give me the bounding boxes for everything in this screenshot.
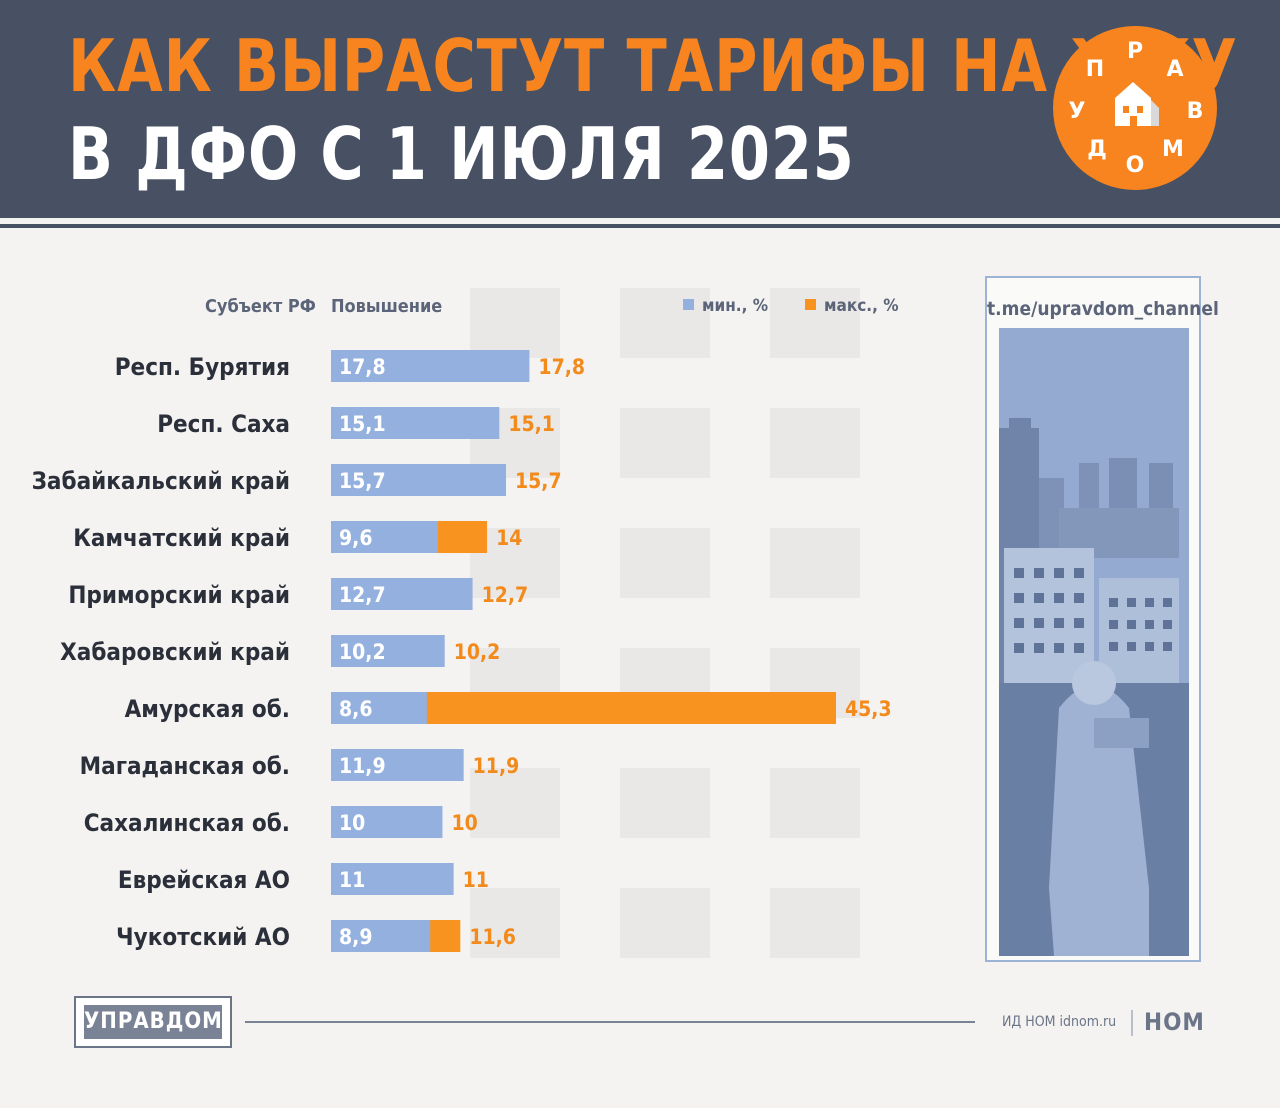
min-bar bbox=[331, 692, 427, 724]
svg-text:У: У bbox=[1069, 99, 1086, 124]
min-bar bbox=[331, 920, 431, 952]
increase-column-header: Повышение bbox=[331, 296, 443, 317]
min-value-label: 8,6 bbox=[339, 697, 372, 721]
min-value-label: 9,6 bbox=[339, 526, 372, 550]
min-bar bbox=[331, 806, 443, 838]
logo-text: У П Р А В М О Д bbox=[1069, 39, 1204, 178]
header-rule bbox=[0, 224, 1280, 228]
category-label: Респ. Саха bbox=[157, 410, 290, 438]
svg-text:Д: Д bbox=[1087, 137, 1107, 162]
nom-logo: НОМ bbox=[1144, 1008, 1205, 1036]
category-label: Магаданская об. bbox=[80, 752, 290, 780]
min-value-label: 10,2 bbox=[339, 640, 386, 664]
max-value-label: 10,2 bbox=[454, 640, 501, 664]
min-bar bbox=[331, 749, 464, 781]
legend-max-swatch bbox=[805, 299, 816, 310]
svg-text:М: М bbox=[1162, 137, 1184, 162]
category-label: Хабаровский край bbox=[60, 638, 290, 666]
category-label: Приморский край bbox=[68, 581, 290, 609]
max-value-label: 11 bbox=[463, 868, 489, 892]
min-value-label: 12,7 bbox=[339, 583, 386, 607]
max-value-label: 15,7 bbox=[515, 469, 562, 493]
max-value-label: 10 bbox=[451, 811, 477, 835]
category-label: Камчатский край bbox=[73, 524, 290, 552]
upravdom-logo: У П Р А В М О Д bbox=[1053, 26, 1217, 190]
city-photo bbox=[999, 328, 1189, 956]
svg-text:Р: Р bbox=[1127, 39, 1143, 64]
max-value-label: 11,9 bbox=[473, 754, 520, 778]
subject-column-header: Субъект РФ bbox=[205, 296, 316, 317]
title-line-1: КАК ВЫРАСТУТ ТАРИФЫ НА ЖКУ bbox=[68, 24, 1238, 108]
house-icon bbox=[1115, 82, 1159, 126]
channel-link[interactable]: t.me/upravdom_channel bbox=[987, 298, 1219, 320]
min-bar bbox=[331, 635, 445, 667]
publisher-credit: ИД НОМ idnom.ru bbox=[1002, 1014, 1117, 1030]
max-value-label: 15,1 bbox=[508, 412, 555, 436]
title-line-2: В ДФО С 1 ИЮЛЯ 2025 bbox=[68, 112, 855, 196]
svg-text:П: П bbox=[1086, 57, 1104, 82]
max-value-label: 12,7 bbox=[482, 583, 529, 607]
min-bar bbox=[331, 863, 454, 895]
legend-min-swatch bbox=[683, 299, 694, 310]
max-value-label: 17,8 bbox=[538, 355, 585, 379]
category-label: Забайкальский край bbox=[32, 467, 290, 495]
header-banner: КАК ВЫРАСТУТ ТАРИФЫ НА ЖКУ В ДФО С 1 ИЮЛ… bbox=[0, 0, 1280, 218]
legend-min: мин., % bbox=[683, 296, 768, 316]
min-bar bbox=[331, 407, 500, 439]
legend-max: макс., % bbox=[805, 296, 899, 316]
legend-min-label: мин., % bbox=[702, 296, 769, 316]
category-label: Еврейская АО bbox=[118, 866, 290, 894]
min-value-label: 10 bbox=[339, 811, 365, 835]
min-bar bbox=[331, 350, 530, 382]
svg-text:О: О bbox=[1126, 153, 1145, 178]
legend-max-label: макс., % bbox=[824, 296, 899, 316]
min-value-label: 15,7 bbox=[339, 469, 386, 493]
svg-text:А: А bbox=[1166, 57, 1183, 82]
category-label: Сахалинская об. bbox=[84, 809, 290, 837]
category-label: Чукотский АО bbox=[116, 923, 290, 951]
max-value-label: 11,6 bbox=[469, 925, 516, 949]
category-label: Респ. Бурятия bbox=[115, 353, 290, 381]
min-value-label: 11 bbox=[339, 868, 365, 892]
min-value-label: 17,8 bbox=[339, 355, 386, 379]
footer-separator bbox=[1131, 1010, 1133, 1036]
max-value-label: 14 bbox=[496, 526, 522, 550]
min-value-label: 15,1 bbox=[339, 412, 386, 436]
city-illustration bbox=[999, 328, 1189, 956]
min-value-label: 11,9 bbox=[339, 754, 386, 778]
min-bar bbox=[331, 521, 439, 553]
max-value-label: 45,3 bbox=[845, 697, 892, 721]
min-bar bbox=[331, 464, 507, 496]
footer-divider bbox=[245, 1021, 975, 1023]
svg-text:В: В bbox=[1187, 99, 1204, 124]
min-bar bbox=[331, 578, 473, 610]
upravdom-footer-logo: УПРАВДОМ bbox=[74, 996, 232, 1048]
photo-panel: t.me/upravdom_channel bbox=[985, 276, 1219, 962]
min-value-label: 8,9 bbox=[339, 925, 372, 949]
footer-logo-text: УПРАВДОМ bbox=[84, 1005, 222, 1039]
category-label: Амурская об. bbox=[125, 695, 290, 723]
